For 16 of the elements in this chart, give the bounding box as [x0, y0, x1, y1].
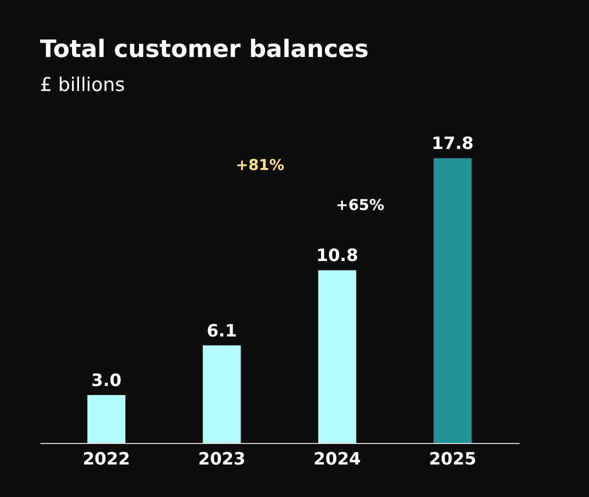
annotation: +65% [336, 196, 384, 214]
x-tick-label: 2023 [198, 450, 246, 470]
x-tick-label: 2024 [314, 450, 362, 470]
x-tick-label: 2022 [82, 450, 130, 470]
annotation: +81% [236, 156, 284, 174]
chart-title: Total customer balances [40, 35, 369, 64]
bar [202, 345, 241, 443]
data-label: 3.0 [91, 371, 122, 391]
x-tick-label: 2025 [428, 450, 476, 470]
bar [318, 270, 356, 443]
bar [434, 158, 472, 443]
chart-subtitle: £ billions [40, 74, 125, 96]
data-label: 6.1 [206, 321, 237, 342]
data-label: 17.8 [432, 134, 474, 154]
bar [87, 395, 126, 443]
data-label: 10.8 [316, 246, 358, 266]
